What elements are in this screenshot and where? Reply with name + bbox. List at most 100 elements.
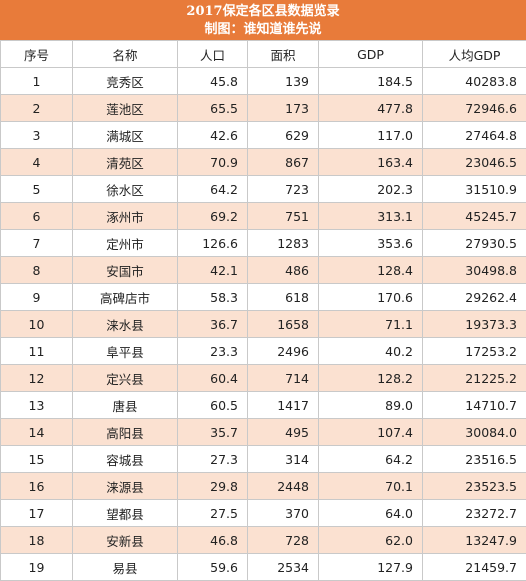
cell-population: 69.2 bbox=[178, 203, 248, 230]
cell-gdp: 64.2 bbox=[319, 446, 423, 473]
table-subtitle: 制图：谁知道谁先说 bbox=[0, 21, 526, 39]
column-header-index: 序号 bbox=[1, 41, 73, 68]
cell-gdp-per-capita: 40283.8 bbox=[423, 68, 526, 95]
cell-area: 714 bbox=[248, 365, 319, 392]
cell-index: 10 bbox=[1, 311, 73, 338]
cell-gdp-per-capita: 14710.7 bbox=[423, 392, 526, 419]
cell-name: 唐县 bbox=[73, 392, 178, 419]
cell-gdp-per-capita: 21459.7 bbox=[423, 554, 526, 581]
cell-gdp-per-capita: 30498.8 bbox=[423, 257, 526, 284]
column-header-row: 序号 名称 人口 面积 GDP 人均GDP bbox=[1, 41, 526, 68]
cell-gdp: 64.0 bbox=[319, 500, 423, 527]
table-title: 2017保定各区县数据览录 bbox=[0, 0, 526, 21]
column-header-gdp-per-capita: 人均GDP bbox=[423, 41, 526, 68]
cell-population: 36.7 bbox=[178, 311, 248, 338]
cell-name: 定兴县 bbox=[73, 365, 178, 392]
cell-area: 2534 bbox=[248, 554, 319, 581]
cell-population: 23.3 bbox=[178, 338, 248, 365]
cell-population: 126.6 bbox=[178, 230, 248, 257]
cell-area: 314 bbox=[248, 446, 319, 473]
table-header-banner: 2017保定各区县数据览录 制图：谁知道谁先说 bbox=[0, 0, 526, 40]
cell-name: 高阳县 bbox=[73, 419, 178, 446]
cell-population: 35.7 bbox=[178, 419, 248, 446]
cell-index: 6 bbox=[1, 203, 73, 230]
cell-name: 高碑店市 bbox=[73, 284, 178, 311]
column-header-gdp: GDP bbox=[319, 41, 423, 68]
cell-index: 8 bbox=[1, 257, 73, 284]
cell-name: 容城县 bbox=[73, 446, 178, 473]
cell-gdp-per-capita: 72946.6 bbox=[423, 95, 526, 122]
cell-name: 满城区 bbox=[73, 122, 178, 149]
cell-gdp-per-capita: 31510.9 bbox=[423, 176, 526, 203]
cell-area: 1658 bbox=[248, 311, 319, 338]
cell-area: 1417 bbox=[248, 392, 319, 419]
column-header-area: 面积 bbox=[248, 41, 319, 68]
cell-name: 竞秀区 bbox=[73, 68, 178, 95]
cell-gdp: 62.0 bbox=[319, 527, 423, 554]
cell-area: 2496 bbox=[248, 338, 319, 365]
cell-index: 16 bbox=[1, 473, 73, 500]
cell-name: 阜平县 bbox=[73, 338, 178, 365]
cell-gdp: 128.4 bbox=[319, 257, 423, 284]
cell-area: 723 bbox=[248, 176, 319, 203]
cell-gdp: 40.2 bbox=[319, 338, 423, 365]
cell-population: 27.3 bbox=[178, 446, 248, 473]
cell-gdp-per-capita: 21225.2 bbox=[423, 365, 526, 392]
cell-index: 14 bbox=[1, 419, 73, 446]
cell-population: 46.8 bbox=[178, 527, 248, 554]
cell-name: 涿州市 bbox=[73, 203, 178, 230]
cell-gdp-per-capita: 30084.0 bbox=[423, 419, 526, 446]
cell-name: 安国市 bbox=[73, 257, 178, 284]
cell-index: 1 bbox=[1, 68, 73, 95]
cell-gdp-per-capita: 27930.5 bbox=[423, 230, 526, 257]
cell-gdp: 71.1 bbox=[319, 311, 423, 338]
cell-population: 59.6 bbox=[178, 554, 248, 581]
cell-gdp: 163.4 bbox=[319, 149, 423, 176]
cell-population: 27.5 bbox=[178, 500, 248, 527]
cell-gdp: 107.4 bbox=[319, 419, 423, 446]
cell-area: 2448 bbox=[248, 473, 319, 500]
cell-index: 18 bbox=[1, 527, 73, 554]
cell-name: 涞源县 bbox=[73, 473, 178, 500]
cell-area: 867 bbox=[248, 149, 319, 176]
cell-name: 涞水县 bbox=[73, 311, 178, 338]
cell-area: 495 bbox=[248, 419, 319, 446]
cell-gdp-per-capita: 27464.8 bbox=[423, 122, 526, 149]
cell-index: 15 bbox=[1, 446, 73, 473]
column-header-name: 名称 bbox=[73, 41, 178, 68]
cell-area: 173 bbox=[248, 95, 319, 122]
cell-index: 13 bbox=[1, 392, 73, 419]
cell-gdp-per-capita: 45245.7 bbox=[423, 203, 526, 230]
cell-population: 64.2 bbox=[178, 176, 248, 203]
cell-gdp: 70.1 bbox=[319, 473, 423, 500]
cell-gdp: 127.9 bbox=[319, 554, 423, 581]
cell-index: 9 bbox=[1, 284, 73, 311]
cell-index: 3 bbox=[1, 122, 73, 149]
cell-index: 11 bbox=[1, 338, 73, 365]
cell-population: 60.4 bbox=[178, 365, 248, 392]
cell-index: 5 bbox=[1, 176, 73, 203]
cell-name: 莲池区 bbox=[73, 95, 178, 122]
cell-area: 1283 bbox=[248, 230, 319, 257]
cell-index: 4 bbox=[1, 149, 73, 176]
cell-gdp: 477.8 bbox=[319, 95, 423, 122]
cell-gdp-per-capita: 19373.3 bbox=[423, 311, 526, 338]
cell-gdp: 353.6 bbox=[319, 230, 423, 257]
cell-index: 17 bbox=[1, 500, 73, 527]
cell-population: 65.5 bbox=[178, 95, 248, 122]
cell-gdp: 313.1 bbox=[319, 203, 423, 230]
cell-area: 751 bbox=[248, 203, 319, 230]
cell-gdp: 89.0 bbox=[319, 392, 423, 419]
